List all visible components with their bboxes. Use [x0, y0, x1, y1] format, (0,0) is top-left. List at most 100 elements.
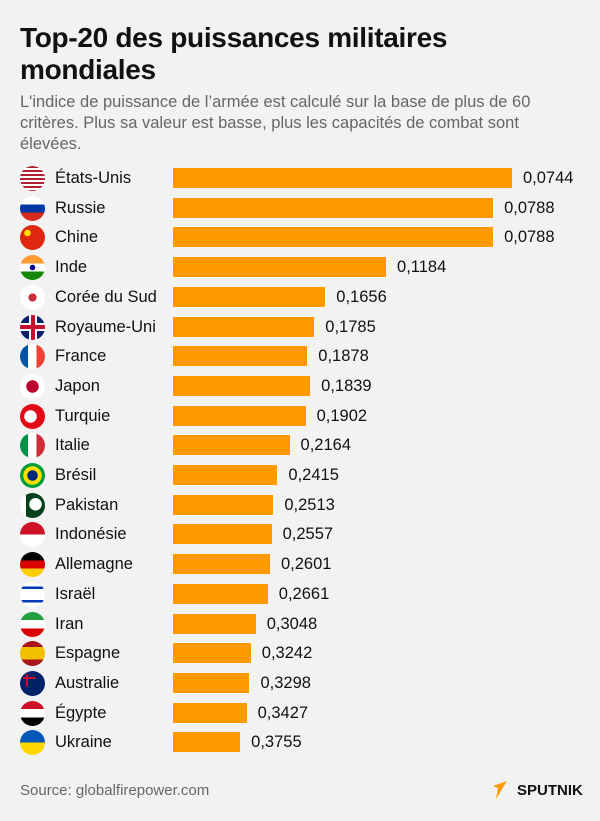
bar-row: France 0,1878 — [0, 341, 600, 371]
category-label: Australie — [55, 673, 120, 692]
bar — [173, 554, 270, 575]
category-label: Indonésie — [55, 525, 127, 544]
category-label: Iran — [55, 614, 84, 633]
category-label: Brésil — [55, 466, 97, 484]
bar-row: Espagne 0,3242 — [0, 638, 600, 668]
bar — [173, 643, 251, 664]
flag-es-icon — [20, 641, 45, 667]
bar — [173, 405, 306, 426]
data-label: 0,2601 — [280, 555, 332, 574]
bar — [173, 583, 268, 604]
category-label: Espagne — [55, 644, 121, 663]
flag-it-icon — [20, 433, 45, 459]
data-label: 0,2557 — [282, 525, 334, 544]
data-label: 0,0744 — [523, 169, 574, 187]
bar — [173, 346, 308, 367]
category-label: Inde — [55, 258, 88, 277]
bar — [173, 227, 494, 248]
category-label: Turquie — [55, 406, 111, 425]
bar — [173, 286, 326, 307]
bar-row: Pakistan 0,2513 — [0, 490, 600, 520]
category-label: France — [55, 347, 107, 366]
bar-row: Iran 0,3048 — [0, 609, 600, 639]
category-label: Japon — [55, 376, 100, 395]
bar-row: Turquie 0,1902 — [0, 401, 600, 431]
bar-row: Allemagne 0,2601 — [0, 549, 600, 579]
bar — [173, 316, 315, 337]
data-label: 0,1878 — [318, 347, 369, 366]
flag-gb-icon — [20, 314, 45, 340]
data-label: 0,1902 — [316, 406, 368, 425]
bar-row: Chine 0,0788 — [0, 222, 600, 252]
flag-kr-icon — [20, 284, 45, 310]
bar-row: Brésil 0,2415 — [0, 460, 600, 490]
flag-ua-icon — [20, 730, 45, 756]
bar — [173, 375, 311, 396]
data-label: 0,3755 — [251, 733, 302, 752]
bar — [173, 257, 387, 278]
bar — [173, 435, 290, 456]
data-label: 0,2164 — [300, 436, 352, 455]
bar-row: Égypte 0,3427 — [0, 698, 600, 728]
data-label: 0,0788 — [504, 198, 555, 217]
bar-row: Ukraine 0,3755 — [0, 727, 600, 757]
bar — [173, 732, 241, 753]
bar-row: Indonésie 0,2557 — [0, 519, 600, 549]
bar-row: États-Unis 0,0744 — [0, 163, 600, 193]
category-label: Russie — [55, 198, 106, 217]
category-label: Israël — [55, 584, 96, 603]
data-label: 0,3048 — [266, 614, 318, 633]
flag-de-icon — [20, 552, 45, 578]
bar-row: Royaume-Uni 0,1785 — [0, 312, 600, 342]
category-label: Allemagne — [55, 555, 133, 574]
bar — [173, 672, 250, 693]
category-label: Égypte — [55, 703, 107, 722]
bar-row: Australie 0,3298 — [0, 668, 600, 698]
flag-cn-icon — [20, 225, 45, 251]
flag-tr-icon — [20, 403, 45, 429]
bar-row: Japon 0,1839 — [0, 371, 600, 401]
sputnik-logo-icon — [493, 781, 507, 799]
flag-us-icon — [20, 166, 45, 191]
bar — [173, 524, 272, 545]
data-label: 0,2415 — [288, 466, 339, 484]
data-label: 0,1839 — [321, 376, 372, 395]
bar — [173, 613, 256, 634]
flag-jp-icon — [20, 373, 45, 399]
category-label: Ukraine — [55, 733, 112, 752]
category-label: Pakistan — [55, 495, 119, 514]
flag-au-icon — [20, 670, 45, 696]
chart-subtitle: L'indice de puissance de l’armée est cal… — [20, 93, 531, 153]
bar-row: Israël 0,2661 — [0, 579, 600, 609]
data-label: 0,3298 — [260, 673, 311, 692]
source-note: Source: globalfirepower.com — [20, 782, 210, 799]
data-label: 0,1184 — [397, 258, 447, 277]
data-label: 0,3427 — [257, 703, 309, 722]
flag-fr-icon — [20, 344, 45, 370]
category-label: Chine — [55, 228, 99, 247]
data-label: 0,2661 — [278, 584, 330, 603]
category-label: Royaume-Uni — [55, 317, 156, 336]
bar — [173, 197, 494, 218]
category-label: Italie — [55, 436, 90, 455]
flag-ir-icon — [20, 611, 45, 637]
chart-title: Top-20 des puissances militaires mondial… — [20, 22, 448, 85]
data-label: 0,1656 — [336, 287, 387, 306]
flag-eg-icon — [20, 700, 45, 726]
data-label: 0,2513 — [284, 495, 335, 514]
flag-id-icon — [20, 522, 45, 548]
flag-pk-icon — [20, 492, 45, 518]
bar-row: Corée du Sud 0,1656 — [0, 282, 600, 312]
data-label: 0,0788 — [504, 228, 555, 247]
data-label: 0,1785 — [325, 317, 376, 336]
sputnik-logo: SPUTNIK — [492, 780, 583, 800]
bar-row: Inde 0,1184 — [0, 252, 600, 282]
bar — [173, 168, 512, 188]
bar-row: Russie 0,0788 — [0, 193, 600, 223]
flag-ru-icon — [20, 195, 45, 221]
flag-in-icon — [20, 255, 45, 281]
flag-br-icon — [20, 463, 45, 488]
flag-il-icon — [20, 581, 45, 607]
category-label: Corée du Sud — [55, 287, 157, 306]
